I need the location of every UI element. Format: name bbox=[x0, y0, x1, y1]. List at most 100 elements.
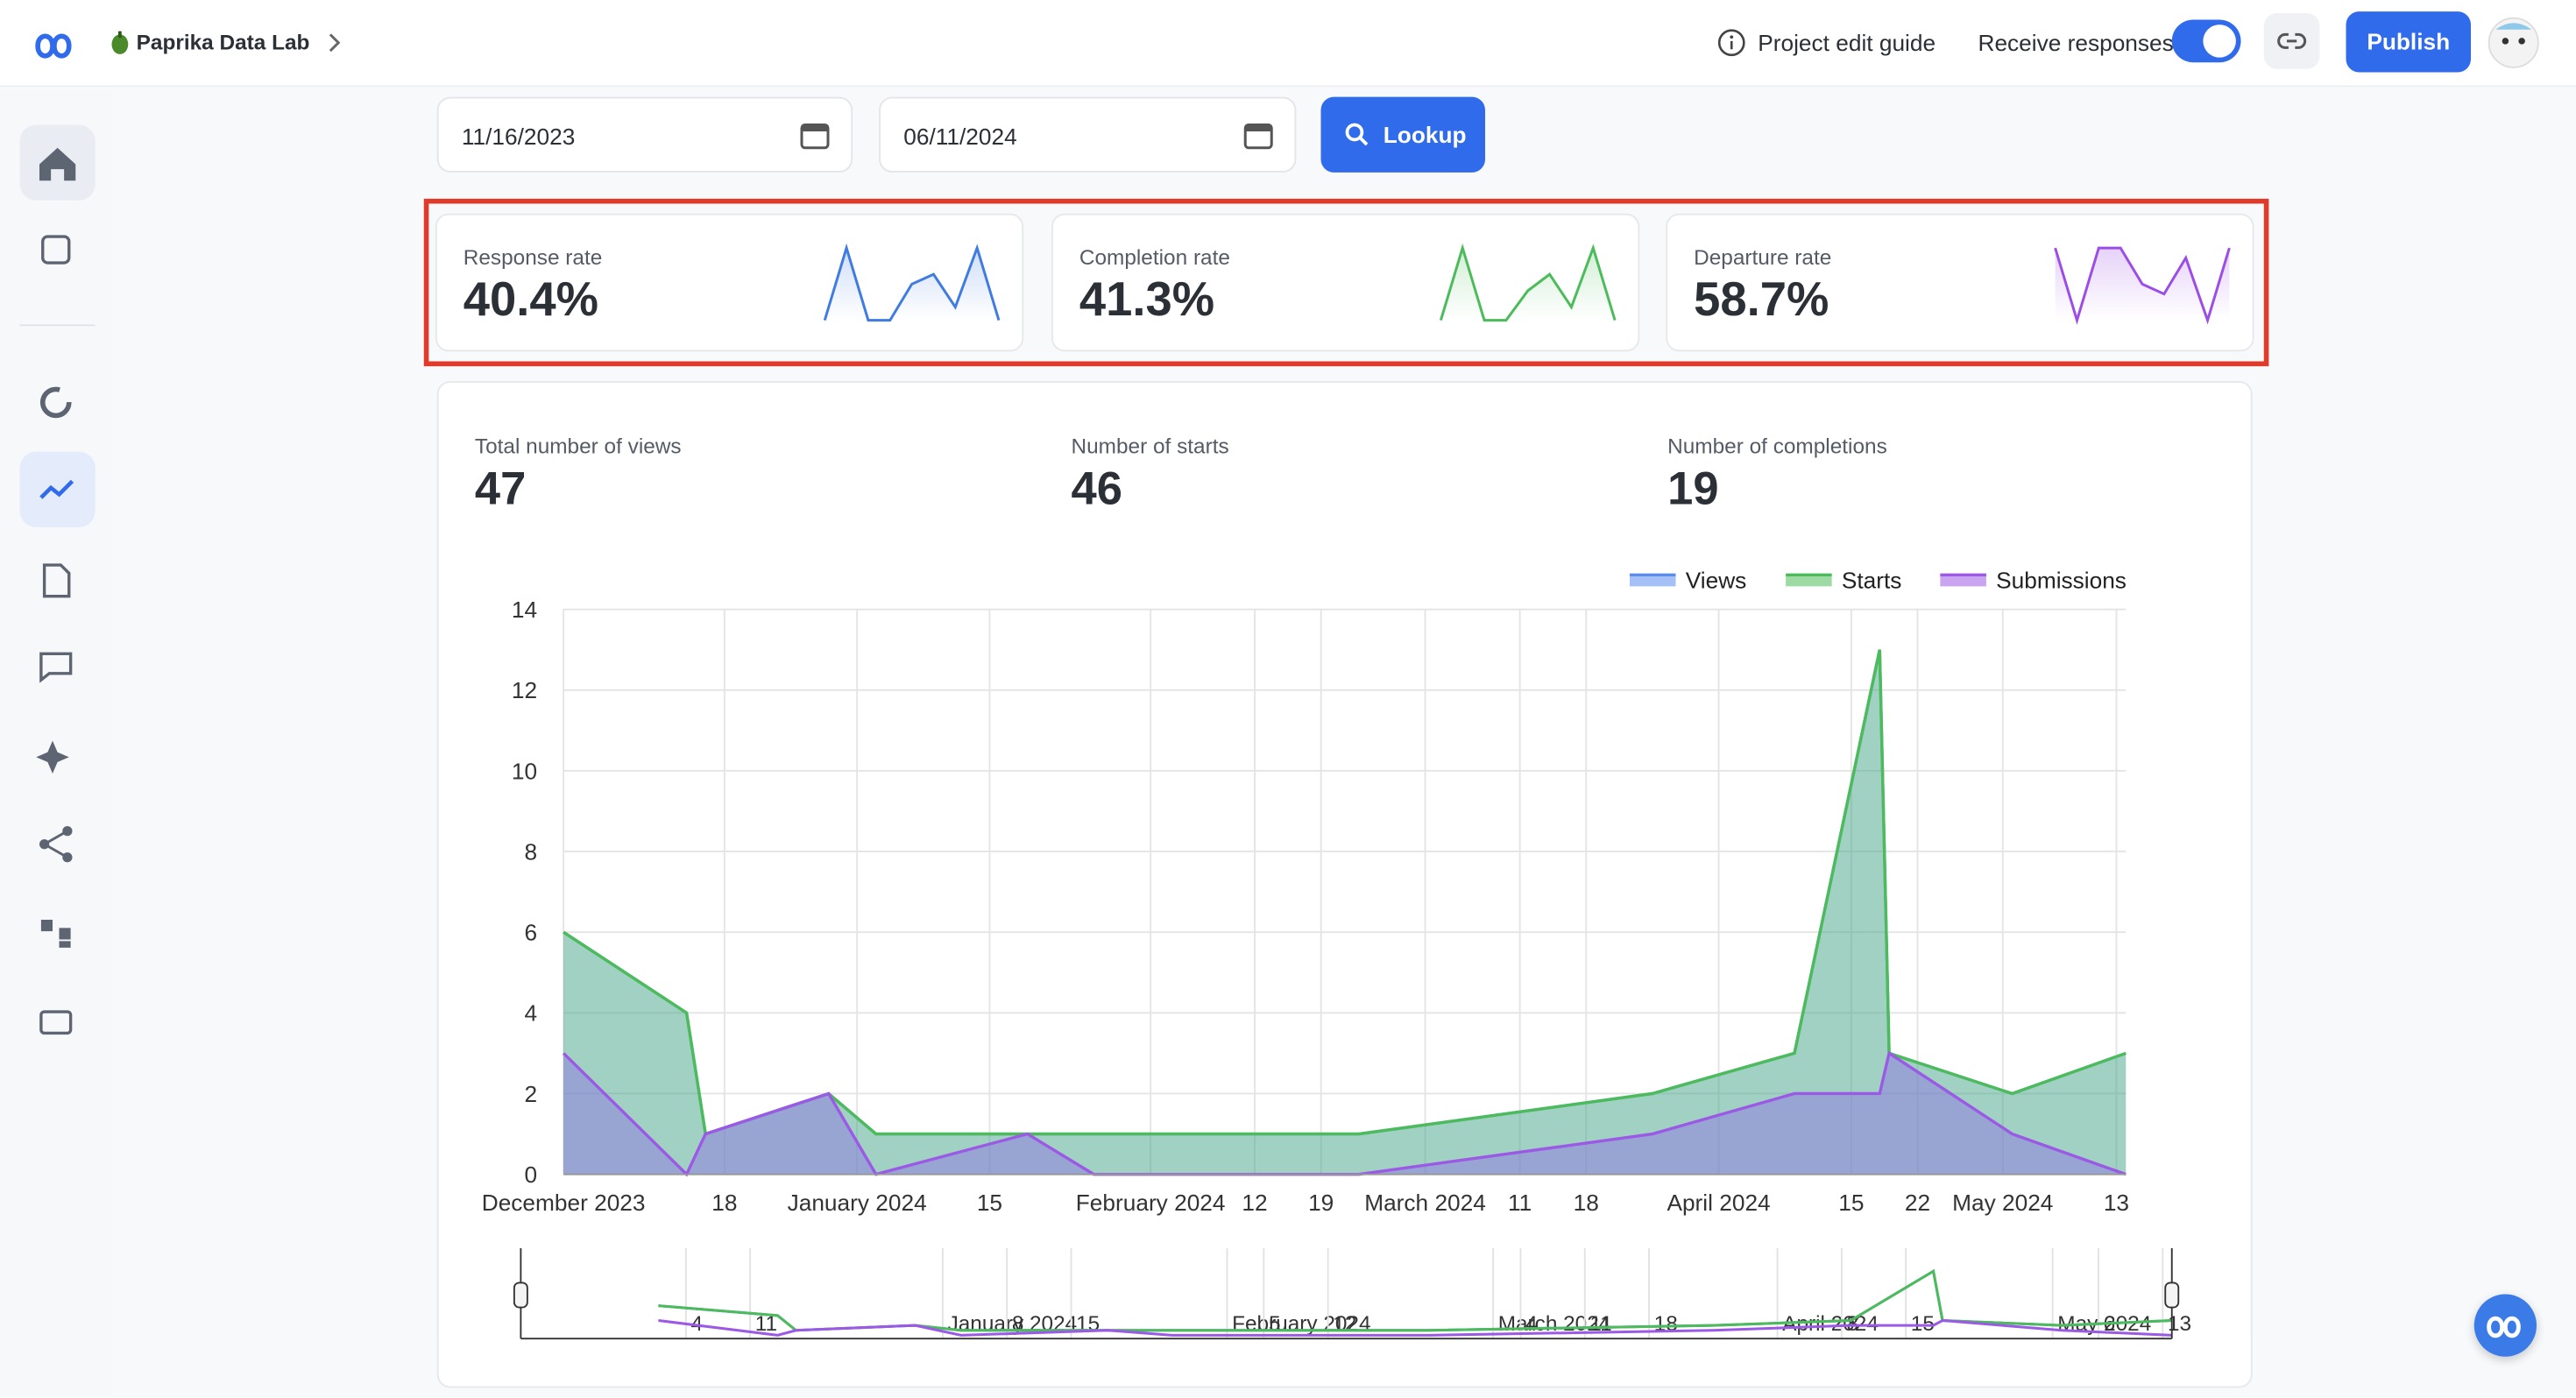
doc-icon[interactable] bbox=[42, 563, 71, 598]
nav-analytics-bg[interactable] bbox=[19, 451, 96, 527]
x-tick-label: 11 bbox=[1508, 1190, 1532, 1216]
calendar-icon bbox=[1243, 124, 1273, 150]
legend-label: Starts bbox=[1842, 567, 1902, 593]
navigator-tick-label: 4 bbox=[1525, 1312, 1538, 1336]
sparkline bbox=[823, 243, 1001, 322]
lookup-text: Lookup bbox=[1383, 121, 1467, 148]
chart: 0 2 4 6 8 10 12 14 December 2023 18 January 2024 15… bbox=[482, 567, 2191, 1340]
y-tick-label: 10 bbox=[512, 758, 537, 784]
x-tick-label: December 2023 bbox=[482, 1190, 646, 1216]
rate-label: Completion rate bbox=[1079, 244, 1230, 270]
rate-card: Response rate 40.4% bbox=[435, 213, 1024, 352]
y-tick-label: 2 bbox=[525, 1081, 538, 1107]
rate-card: Departure rate 58.7% bbox=[1666, 213, 2254, 352]
navigator-line bbox=[658, 1318, 2172, 1337]
highlight-box bbox=[423, 198, 2269, 367]
sparkline bbox=[2054, 246, 2231, 325]
total-label: Number of starts bbox=[1071, 434, 1229, 459]
x-tick-label: 15 bbox=[977, 1190, 1002, 1216]
flow-icon[interactable] bbox=[40, 920, 71, 948]
total-value: 46 bbox=[1071, 462, 1122, 514]
stats-card bbox=[436, 381, 2253, 1388]
sparkline bbox=[1439, 243, 1617, 322]
navigator-handle[interactable] bbox=[513, 1282, 528, 1309]
x-tick-label: 19 bbox=[1308, 1190, 1334, 1216]
navigator-tick-label: 12 bbox=[1333, 1312, 1356, 1336]
rate-card: Completion rate 41.3% bbox=[1051, 213, 1640, 352]
legend-swatch bbox=[1630, 575, 1676, 587]
share-icon[interactable] bbox=[39, 826, 73, 863]
edit-icon[interactable] bbox=[41, 235, 71, 265]
start-date-text: 11/16/2023 bbox=[461, 123, 576, 150]
fab-logo bbox=[2487, 1316, 2521, 1338]
rate-value: 58.7% bbox=[1694, 274, 1829, 328]
rate-label: Departure rate bbox=[1694, 244, 1832, 270]
toggle[interactable] bbox=[2171, 19, 2241, 63]
legend-label: Views bbox=[1686, 567, 1747, 593]
x-tick-label: 12 bbox=[1242, 1190, 1267, 1216]
x-tick-label: March 2024 bbox=[1364, 1190, 1486, 1216]
ai-icon[interactable] bbox=[36, 740, 69, 774]
spark-line bbox=[1439, 243, 1617, 322]
link-button[interactable] bbox=[2263, 13, 2320, 69]
y-tick-label: 6 bbox=[525, 920, 538, 946]
top-bar: Paprika Data Lab Project edit guide Rece… bbox=[0, 0, 2576, 88]
x-tick-label: 18 bbox=[711, 1190, 737, 1216]
progress-icon[interactable] bbox=[39, 386, 72, 419]
legend-swatch bbox=[1940, 575, 1986, 587]
area bbox=[563, 649, 2127, 1175]
logo[interactable] bbox=[33, 23, 76, 62]
total-value: 19 bbox=[1667, 462, 1719, 514]
rate-value: 41.3% bbox=[1079, 274, 1215, 328]
total-value: 47 bbox=[474, 462, 527, 514]
y-tick-label: 4 bbox=[525, 1000, 538, 1027]
start-date[interactable]: 11/16/2023 bbox=[436, 96, 853, 173]
sidebar-icons bbox=[19, 124, 96, 1035]
brand[interactable]: Paprika Data Lab bbox=[136, 29, 310, 54]
publish-button[interactable]: Publish bbox=[2346, 11, 2471, 73]
navigator-tick-label: February 2024 bbox=[1232, 1312, 1370, 1336]
y-tick-label: 12 bbox=[512, 677, 537, 703]
end-date-text: 06/11/2024 bbox=[903, 123, 1017, 150]
calendar-icon bbox=[800, 124, 830, 150]
gift-icon[interactable] bbox=[39, 1010, 73, 1035]
x-tick-label: 15 bbox=[1838, 1190, 1864, 1216]
navigator-tick-label: 15 bbox=[1911, 1312, 1935, 1336]
avatar[interactable] bbox=[2486, 15, 2542, 71]
pepper-icon bbox=[111, 31, 129, 54]
y-tick-label: 14 bbox=[512, 597, 537, 623]
x-tick-label: January 2024 bbox=[788, 1190, 927, 1216]
spark-line bbox=[2054, 246, 2231, 325]
home-icon[interactable] bbox=[39, 147, 76, 181]
x-tick-label: February 2024 bbox=[1076, 1190, 1226, 1216]
x-tick-label: 18 bbox=[1574, 1190, 1599, 1216]
rate-value: 40.4% bbox=[463, 274, 598, 328]
y-tick-label: 8 bbox=[525, 838, 538, 865]
navigator-tick-label: 5 bbox=[1269, 1312, 1281, 1336]
y-tick-label: 0 bbox=[525, 1161, 538, 1188]
help-fab[interactable] bbox=[2473, 1294, 2537, 1357]
area bbox=[563, 649, 2127, 1175]
search-icon bbox=[1345, 123, 1369, 146]
spark-line bbox=[823, 243, 1001, 322]
navigator-handle[interactable] bbox=[2164, 1282, 2180, 1309]
analytics-icon[interactable] bbox=[39, 479, 74, 499]
edit-guide[interactable]: Project edit guide bbox=[1758, 29, 1936, 56]
info-icon bbox=[1717, 29, 1745, 57]
toggle-knob bbox=[2203, 25, 2236, 58]
rate-label: Response rate bbox=[463, 244, 603, 270]
comment-icon[interactable] bbox=[39, 652, 73, 683]
x-tick-label: May 2024 bbox=[1952, 1190, 2053, 1216]
lookup-button[interactable]: Lookup bbox=[1320, 96, 1485, 173]
navigator-tick-label: April 2024 bbox=[1782, 1312, 1879, 1336]
x-tick-label: 13 bbox=[2104, 1190, 2129, 1216]
x-tick-label: 22 bbox=[1905, 1190, 1930, 1216]
total-label: Number of completions bbox=[1667, 434, 1887, 459]
chevron[interactable] bbox=[325, 32, 345, 54]
legend-label: Submissions bbox=[1996, 567, 2127, 593]
receive-label: Receive responses bbox=[1978, 29, 2174, 56]
end-date[interactable]: 06/11/2024 bbox=[879, 96, 1297, 173]
x-tick-label: April 2024 bbox=[1667, 1190, 1770, 1216]
